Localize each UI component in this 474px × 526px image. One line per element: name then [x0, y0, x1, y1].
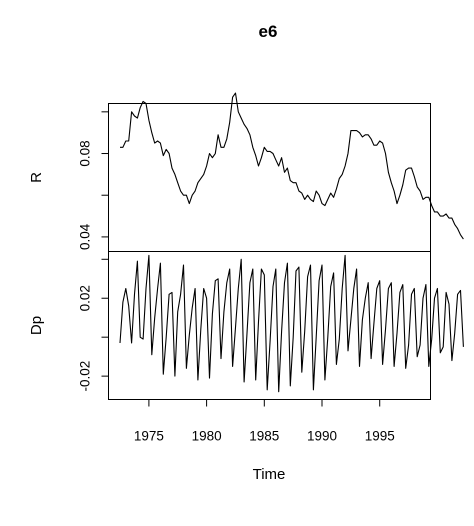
x-tick-label-1: 1980 [192, 429, 222, 444]
x-tick-label-0: 1975 [134, 429, 164, 444]
y-tick-label-dp-2: 0.02 [78, 285, 93, 311]
y-axis-label-r: R [28, 172, 45, 183]
panel-dp: -0.02 0.02 Dp [28, 254, 464, 393]
x-tick-label-3: 1990 [307, 429, 337, 444]
chart-title: e6 [259, 22, 278, 41]
y-axis-label-dp: Dp [28, 316, 45, 335]
y-tick-label-r-0: 0.04 [78, 223, 93, 250]
y-tick-label-r-2: 0.08 [78, 140, 93, 166]
series-line-r [120, 92, 464, 240]
x-axis-label: Time [253, 466, 286, 483]
x-axis: 1975 1980 1985 1990 1995 [134, 399, 395, 444]
y-tick-label-dp-0: -0.02 [78, 361, 93, 392]
x-tick-label-4: 1995 [365, 429, 395, 444]
series-line-dp [119, 254, 464, 393]
x-tick-label-2: 1985 [249, 429, 279, 444]
panel-r: 0.04 0.08 R [28, 92, 464, 250]
